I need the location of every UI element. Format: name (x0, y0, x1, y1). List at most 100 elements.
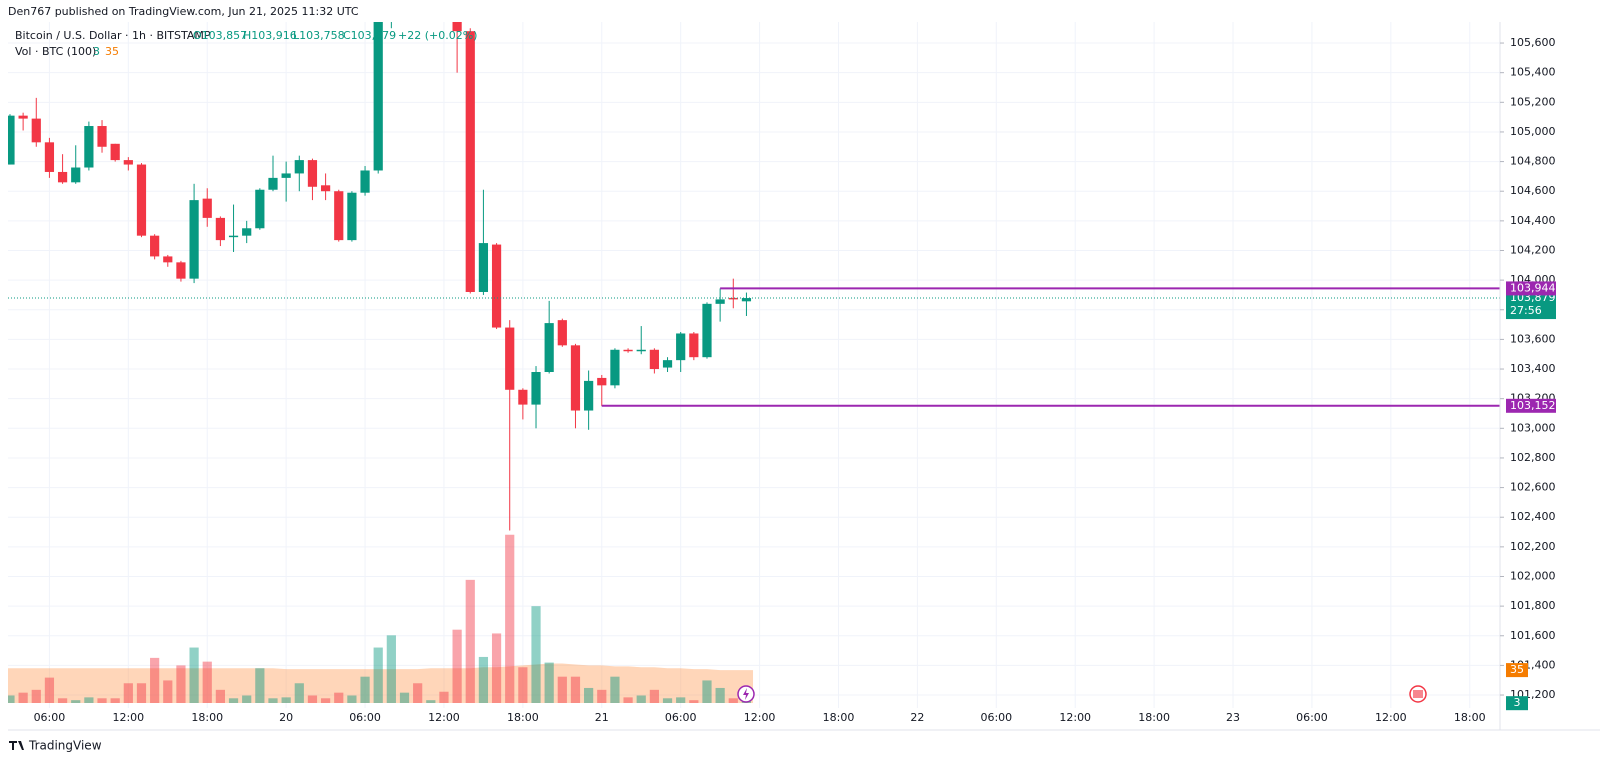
tv-logo (9, 741, 24, 750)
y-tick-label: 101,800 (1510, 599, 1556, 612)
volume-bar (307, 695, 318, 703)
candle-body (702, 303, 712, 358)
candle-body (150, 235, 160, 257)
x-tick-label: 18:00 (823, 711, 855, 724)
volume-bar (110, 698, 120, 703)
candle-body (452, 22, 462, 32)
x-tick-label: 18:00 (1138, 711, 1170, 724)
volume-ma-value: 35 (105, 45, 119, 58)
volume-bar (557, 676, 567, 703)
footer-brand: TradingView (28, 739, 102, 753)
candle-body (334, 191, 344, 241)
candle-body (478, 243, 489, 292)
last-price-box (1506, 291, 1556, 320)
volume-bar (452, 629, 462, 703)
volume-bar (702, 680, 712, 703)
volume-bar (623, 697, 633, 703)
volume-bar (347, 695, 357, 703)
candle-body (31, 118, 41, 143)
volume-bar (531, 606, 541, 703)
volume-bar (399, 692, 410, 703)
candle-body (728, 297, 738, 300)
x-tick-label: 22 (910, 711, 924, 724)
volume-bar (597, 689, 607, 703)
candle-body (465, 31, 475, 292)
volume-bar (662, 698, 673, 703)
volume-badge: 3 (1514, 696, 1521, 709)
volume-box (1506, 696, 1528, 711)
volume-bar (71, 700, 81, 703)
x-tick-label: 18:00 (507, 711, 539, 724)
candle-body (584, 380, 594, 411)
volume-bar (478, 656, 489, 703)
volume-bar (136, 683, 147, 703)
volume-bar (649, 689, 659, 703)
countdown-label: 27:56 (1510, 304, 1542, 317)
candle-body (281, 173, 291, 178)
x-tick-label: 06:00 (34, 711, 66, 724)
candle-body (636, 349, 646, 352)
candle-body (649, 349, 659, 370)
x-tick-label: 18:00 (1454, 711, 1486, 724)
volume-value: 3 (93, 45, 100, 58)
volume-bar (150, 657, 160, 703)
x-tick-label: 18:00 (191, 711, 223, 724)
published-note: Den767 published on TradingView.com, Jun… (8, 5, 359, 18)
candle-body (373, 22, 383, 171)
candle-body (268, 177, 278, 190)
volume-bar (689, 700, 699, 703)
y-tick-label: 104,400 (1510, 214, 1556, 227)
volume-bar (373, 647, 383, 703)
y-tick-label: 102,000 (1510, 569, 1556, 582)
volume-bar (268, 698, 278, 703)
volume-bar (676, 697, 686, 703)
y-tick-label: 103,600 (1510, 332, 1556, 345)
lightning-glyph (743, 688, 749, 700)
candle-body (689, 333, 699, 358)
ohlc-close: C103,879 (343, 29, 396, 42)
candle-body (715, 299, 725, 304)
volume-bar (360, 676, 370, 703)
volume-bar (320, 698, 331, 703)
y-tick-label: 104,800 (1510, 155, 1556, 168)
y-tick-label: 102,200 (1510, 540, 1556, 553)
candle-body (676, 333, 686, 361)
volume-bar (84, 697, 94, 703)
volume-bar (491, 633, 502, 703)
volume-bar (518, 667, 528, 703)
candle-body (255, 189, 265, 229)
ohlc-low: L103,758 (293, 29, 345, 42)
price-change: +22 (+0.02%) (398, 29, 477, 42)
volume-bar (439, 691, 449, 703)
volume-bar (176, 665, 186, 703)
volume-ma-area (8, 663, 754, 703)
volume-bar (44, 677, 55, 703)
candle-body (189, 200, 199, 279)
candle-body (544, 323, 554, 373)
candle-body (347, 192, 357, 241)
volume-bar (123, 683, 133, 703)
x-tick-label: 06:00 (980, 711, 1012, 724)
y-tick-label: 105,600 (1510, 36, 1556, 49)
volume-bar (544, 662, 554, 703)
y-tick-label: 105,000 (1510, 125, 1556, 138)
candle-body (570, 345, 581, 411)
y-tick-label: 102,600 (1510, 481, 1556, 494)
candle-body (662, 360, 673, 368)
y-tick-label: 104,200 (1510, 243, 1556, 256)
volume-bar (202, 661, 212, 703)
y-tick-label: 104,600 (1510, 184, 1556, 197)
candle-body (18, 115, 28, 119)
y-tick-label: 102,800 (1510, 451, 1556, 464)
candle-body (307, 160, 318, 187)
volume-bar (413, 683, 423, 703)
volume-bar (715, 687, 725, 703)
candle-body (202, 198, 212, 218)
candle-body (215, 217, 225, 241)
candle-body (176, 262, 186, 279)
candle-body (110, 143, 120, 161)
candle-body (491, 244, 502, 328)
volume-bar (163, 680, 173, 703)
